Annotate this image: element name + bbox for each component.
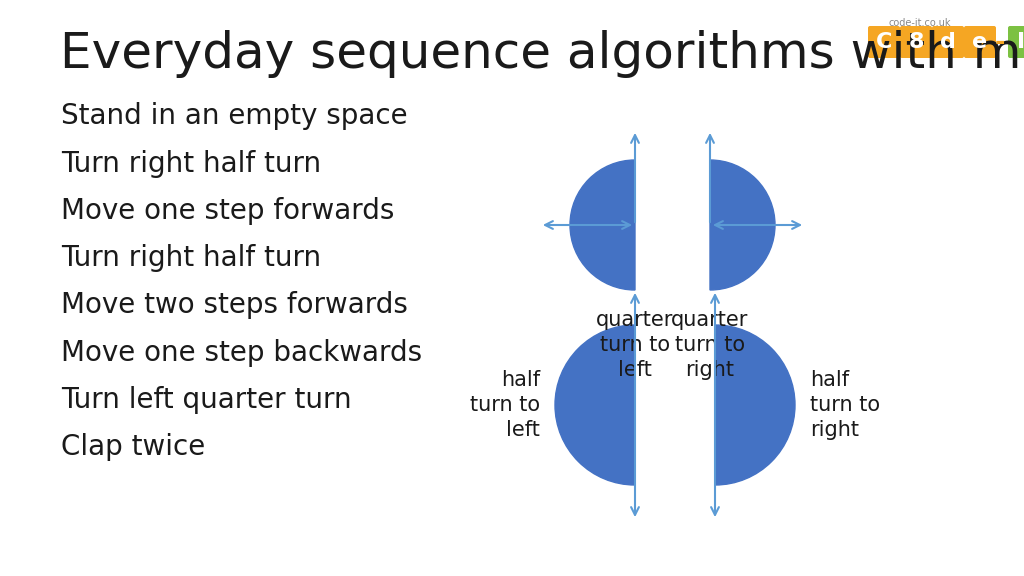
Text: half
turn to
right: half turn to right xyxy=(810,370,880,440)
Text: Move one step forwards: Move one step forwards xyxy=(61,197,395,225)
Text: Stand in an empty space: Stand in an empty space xyxy=(61,103,409,131)
Wedge shape xyxy=(715,325,795,485)
Text: Clap twice: Clap twice xyxy=(61,433,206,461)
Text: Everyday sequence algorithms with movement: Everyday sequence algorithms with moveme… xyxy=(60,30,1024,78)
Text: d: d xyxy=(940,32,956,52)
FancyBboxPatch shape xyxy=(900,26,932,58)
Wedge shape xyxy=(570,160,635,290)
Text: Turn right half turn: Turn right half turn xyxy=(61,150,322,178)
Text: Move one step backwards: Move one step backwards xyxy=(61,339,423,367)
Text: e: e xyxy=(973,32,987,52)
FancyBboxPatch shape xyxy=(868,26,900,58)
Text: I: I xyxy=(1017,32,1024,52)
Text: code-it.co.uk: code-it.co.uk xyxy=(889,18,951,28)
Text: quarter
turn to
left: quarter turn to left xyxy=(596,310,674,380)
Text: Turn left quarter turn: Turn left quarter turn xyxy=(61,386,352,414)
Wedge shape xyxy=(555,325,635,485)
Text: -: - xyxy=(994,30,1006,54)
Text: C: C xyxy=(876,32,892,52)
Text: 8: 8 xyxy=(908,32,924,52)
FancyBboxPatch shape xyxy=(1008,26,1024,58)
Text: half
turn to
left: half turn to left xyxy=(470,370,540,440)
FancyBboxPatch shape xyxy=(964,26,996,58)
Text: Turn right half turn: Turn right half turn xyxy=(61,244,322,272)
FancyBboxPatch shape xyxy=(932,26,964,58)
Text: Move two steps forwards: Move two steps forwards xyxy=(61,291,409,320)
Text: quarter
turn to
right: quarter turn to right xyxy=(672,310,749,380)
Wedge shape xyxy=(710,160,775,290)
